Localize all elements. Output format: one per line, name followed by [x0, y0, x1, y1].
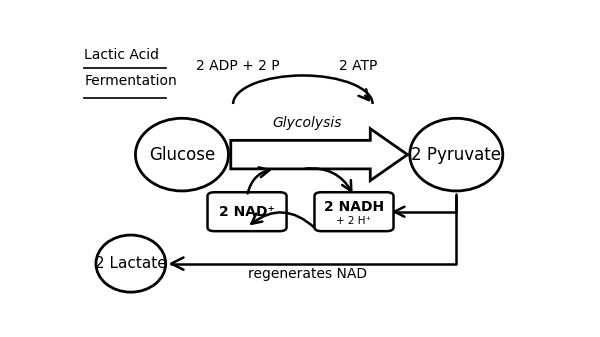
Text: Fermentation: Fermentation — [84, 74, 177, 88]
Text: 2 ADP + 2 P: 2 ADP + 2 P — [196, 59, 280, 73]
Text: Lactic Acid: Lactic Acid — [84, 48, 160, 62]
Text: Glycolysis: Glycolysis — [273, 117, 342, 130]
Text: 2 Pyruvate: 2 Pyruvate — [412, 146, 502, 164]
Text: regenerates NAD: regenerates NAD — [248, 267, 367, 281]
Text: + 2 H⁺: + 2 H⁺ — [337, 216, 371, 226]
Text: 2 ATP: 2 ATP — [340, 59, 378, 73]
Text: 2 NADH: 2 NADH — [324, 200, 384, 214]
Text: Glucose: Glucose — [149, 146, 215, 164]
Text: 2 Lactate: 2 Lactate — [95, 256, 167, 271]
Text: 2 NAD⁺: 2 NAD⁺ — [219, 205, 275, 219]
